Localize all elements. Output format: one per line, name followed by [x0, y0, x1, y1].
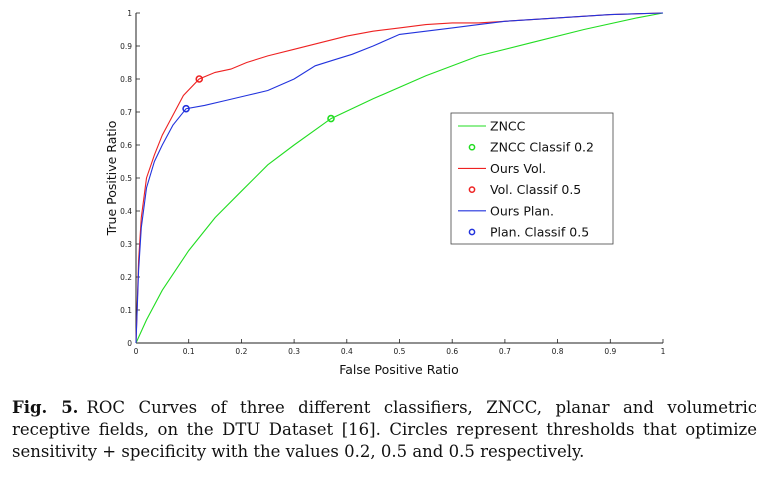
y-tick-label: 0.3 [120, 240, 132, 249]
legend-label: Ours Vol. [490, 161, 546, 176]
y-tick-label: 1 [127, 9, 132, 18]
x-tick-label: 0.7 [499, 347, 511, 356]
y-tick-label: 0.8 [120, 75, 132, 84]
ours-vol--curve [135, 12, 664, 344]
x-axis-label: False Positive Ratio [339, 362, 459, 377]
legend-label: Plan. Classif 0.5 [490, 225, 589, 240]
y-tick-label: 0.9 [120, 42, 132, 51]
caption-label: Fig. 5. [12, 398, 79, 417]
legend-marker-zncc-classif-0-2 [468, 143, 476, 151]
legend-label: ZNCC [490, 119, 526, 134]
x-tick-label: 0.6 [446, 347, 458, 356]
legend-label: ZNCC Classif 0.2 [490, 140, 594, 155]
legend-label: Vol. Classif 0.5 [490, 182, 581, 197]
y-tick-label: 0.2 [120, 273, 132, 282]
x-tick-labels: 0 0.1 0.2 0.3 0.4 0.5 0.6 0.7 0.8 0.9 1 [134, 347, 666, 356]
y-tick-label: 0.1 [120, 306, 132, 315]
zncc-curve [135, 12, 664, 344]
legend-box [450, 112, 614, 245]
legend-marker-plan-classif-0-5 [468, 228, 476, 236]
chart-legend: ZNCC ZNCC Classif 0.2 Ours Vol. Vol. Classi… [450, 112, 614, 245]
y-tick-labels: 0 0.1 0.2 0.3 0.4 0.5 0.6 0.7 0.8 0.9 1 [120, 9, 132, 348]
x-tick-label: 0.4 [341, 347, 353, 356]
y-tick-label: 0.7 [120, 108, 132, 117]
roc-chart: 0 0.1 0.2 0.3 0.4 0.5 0.6 0.7 0.8 0.9 1 0 0.1 0.2 0.3… [104, 9, 666, 377]
chart-axes [135, 12, 664, 344]
y-tick-label: 0.5 [120, 174, 132, 183]
x-tick-label: 1 [661, 347, 666, 356]
y-axis-label: True Positive Ratio [104, 121, 119, 237]
x-tick-label: 0 [134, 347, 139, 356]
roc-curves [135, 12, 664, 344]
zncc-classif-0-2-marker [327, 114, 335, 123]
x-tick-label: 0.2 [235, 347, 247, 356]
legend-label: Ours Plan. [490, 203, 554, 218]
legend-marker-vol-classif-0-5 [468, 186, 476, 193]
caption-text: ROC Curves of three different classifier… [12, 398, 758, 461]
y-tick-label: 0 [127, 339, 132, 348]
plan-classif-0-5-marker [182, 104, 190, 113]
threshold-markers [182, 75, 335, 123]
y-tick-label: 0.6 [120, 141, 132, 150]
x-tick-label: 0.1 [183, 347, 195, 356]
ours-plan--curve [135, 12, 664, 344]
x-tick-label: 0.5 [394, 347, 406, 356]
y-tick-label: 0.4 [120, 207, 132, 216]
x-tick-label: 0.3 [288, 347, 300, 356]
figure-caption: Fig. 5. ROC Curves of three different cla… [12, 397, 757, 463]
x-tick-label: 0.9 [604, 347, 616, 356]
vol-classif-0-5-marker [195, 75, 204, 83]
x-tick-label: 0.8 [552, 347, 564, 356]
